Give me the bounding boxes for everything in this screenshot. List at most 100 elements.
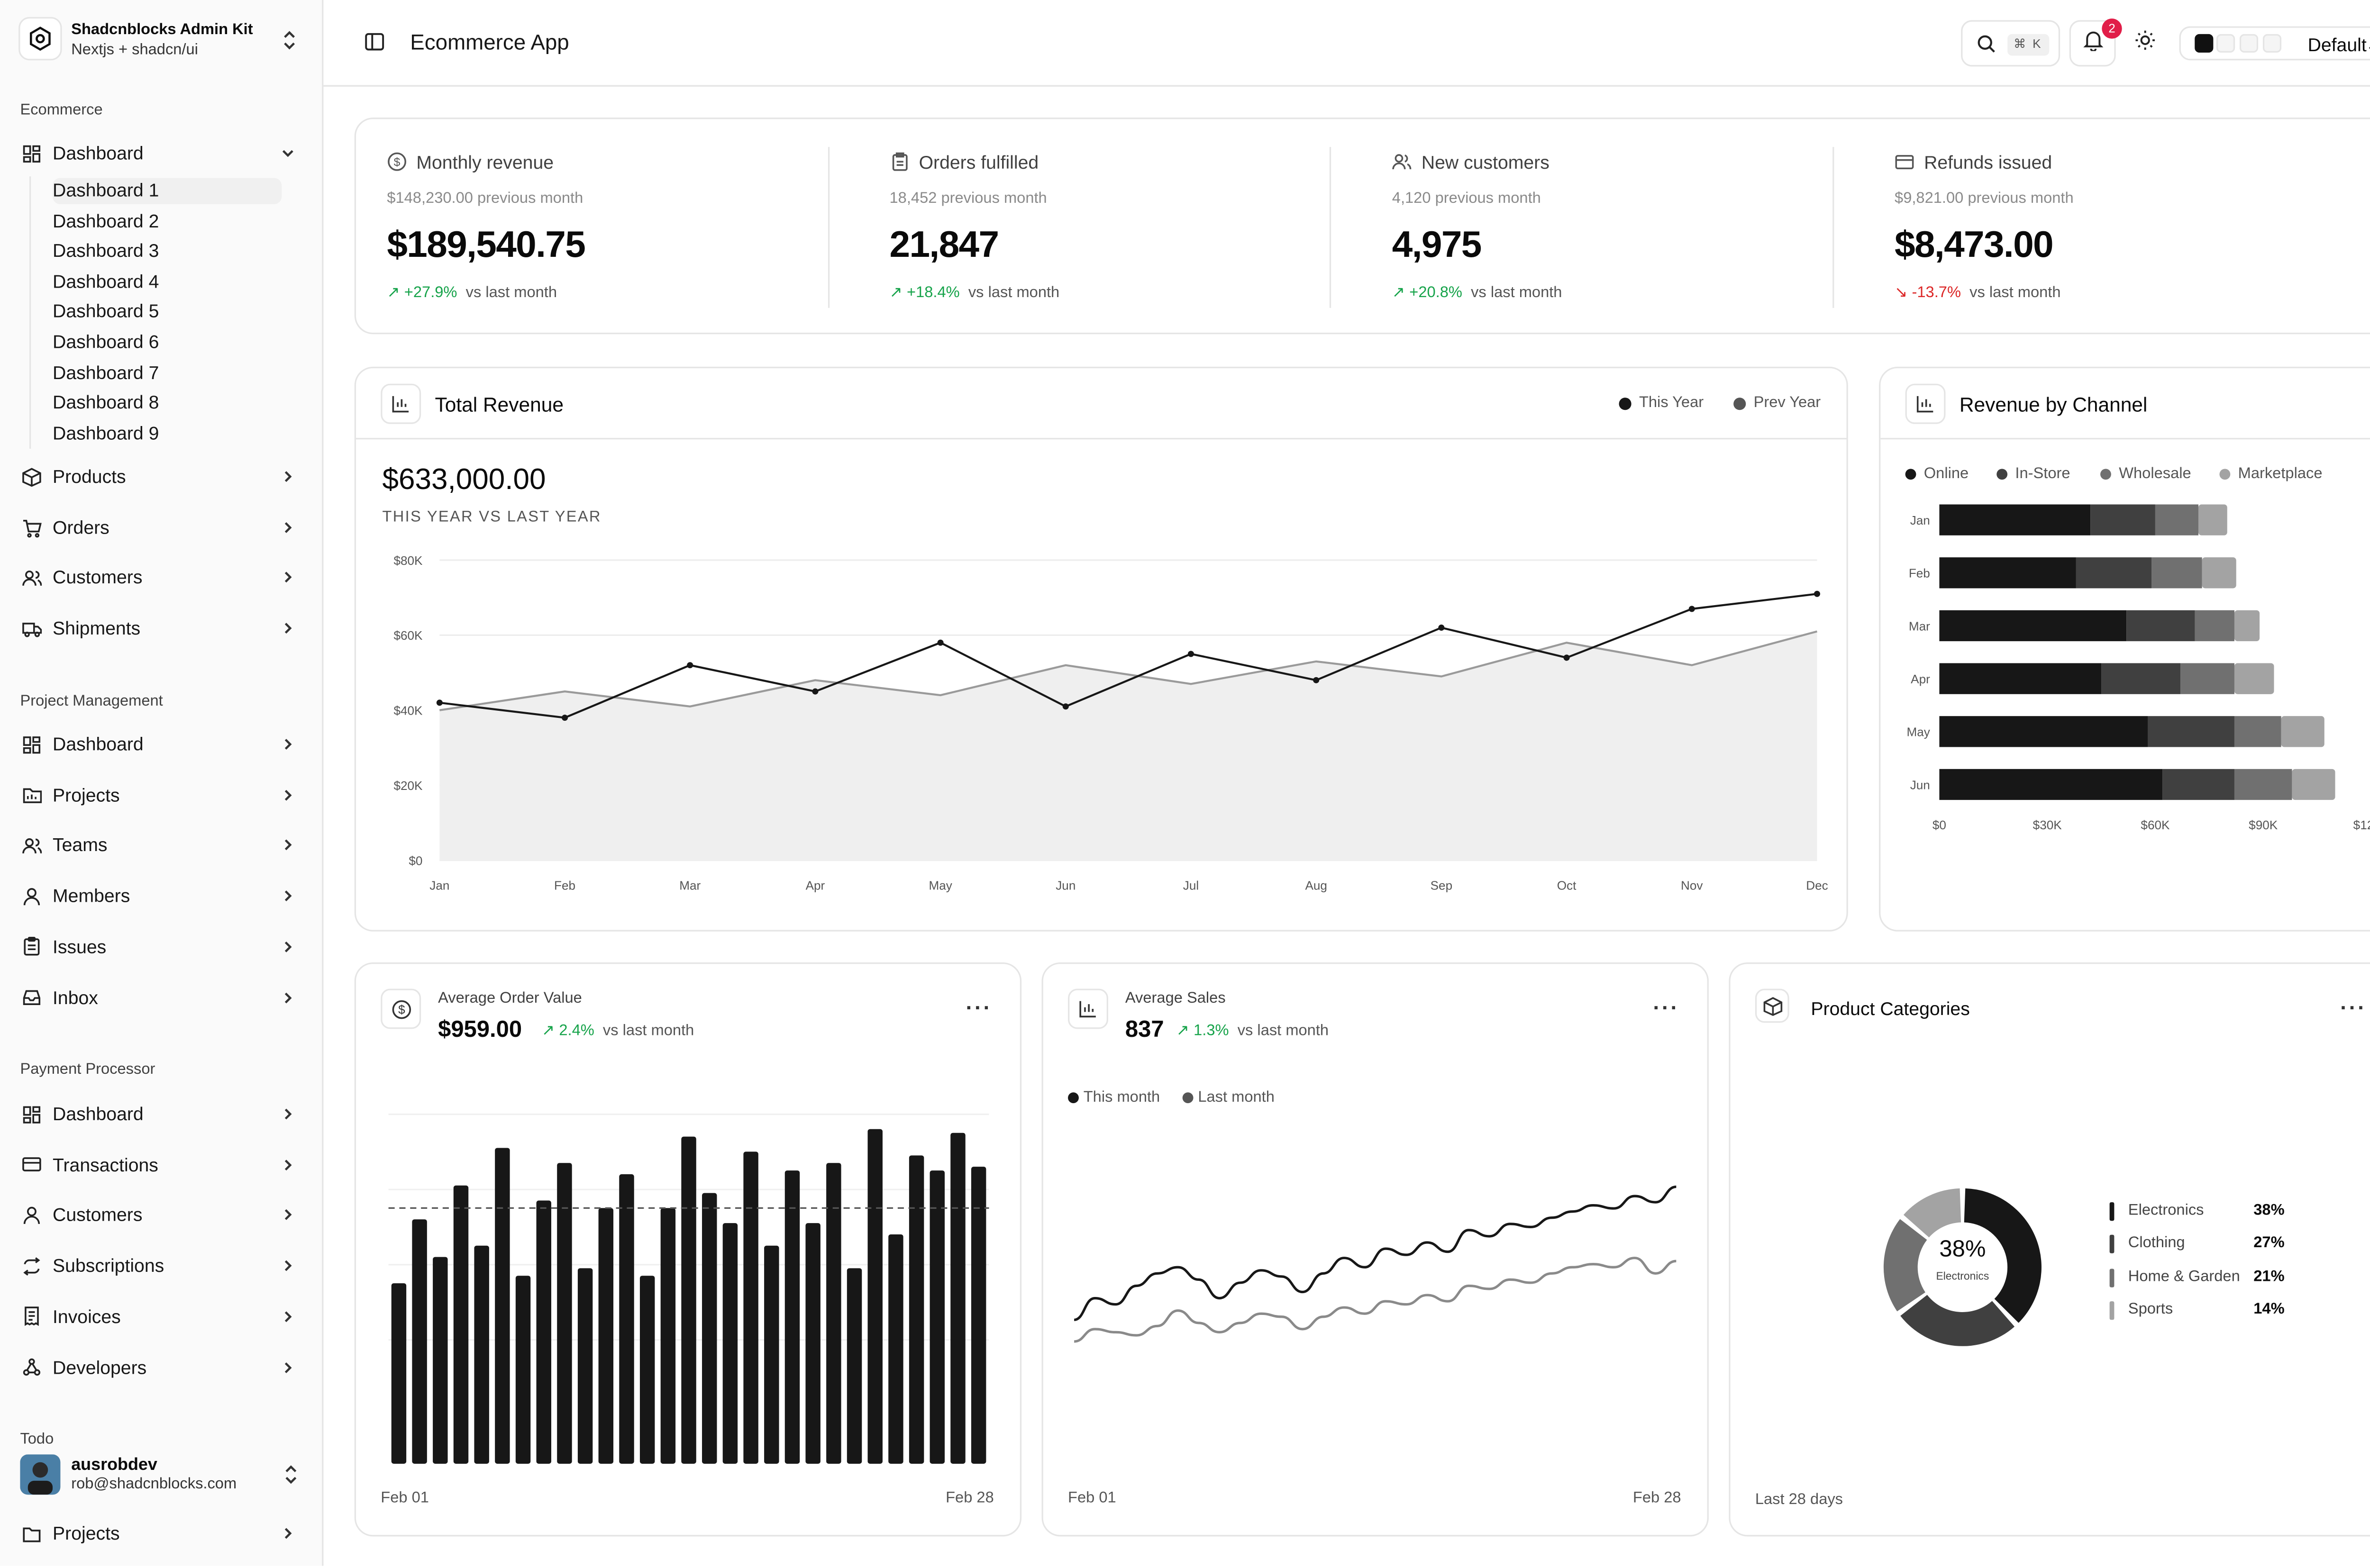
x-tick-label: $30K <box>2033 818 2062 832</box>
pie-legend-item[interactable]: Clothing 27% <box>2109 1233 2296 1255</box>
data-point-this-year <box>937 639 944 646</box>
sidebar-subitem-dashboard-2[interactable]: Dashboard 2 <box>53 209 159 232</box>
sidebar-subitem-dashboard-1[interactable]: Dashboard 1 <box>53 178 282 205</box>
sidebar-item-label: Products <box>53 465 126 488</box>
sidebar-item-members[interactable]: Members <box>20 879 305 913</box>
group-label-project-management: Project Management <box>20 693 163 710</box>
data-point-this-year <box>1814 590 1820 597</box>
legend-marketplace[interactable]: Marketplace <box>2219 466 2322 483</box>
stat-change: ↗ +20.8% vs last month <box>1392 285 1562 302</box>
change-suffix: vs last month <box>1237 1023 1329 1040</box>
chevron-right-icon <box>280 518 296 540</box>
bar-segment-online <box>1939 769 2163 800</box>
search-button[interactable]: ⌘ K <box>1961 20 2060 67</box>
donut-slice-sports <box>1903 1188 1961 1238</box>
sidebar-subitem-dashboard-9[interactable]: Dashboard 9 <box>53 422 159 444</box>
sidebar-item-customers[interactable]: Customers <box>20 1198 305 1233</box>
legend-this-month[interactable]: This month <box>1068 1089 1160 1106</box>
pie-legend-label: Clothing <box>2128 1235 2185 1252</box>
divider <box>1832 147 1834 308</box>
theme-swatch <box>2195 34 2214 53</box>
sun-icon[interactable] <box>2134 29 2156 59</box>
sidebar-toggle-icon[interactable] <box>364 31 385 60</box>
data-point-this-year <box>1438 625 1445 631</box>
sidebar-item-teams[interactable]: Teams <box>20 828 305 862</box>
theme-select[interactable]: Default <box>2179 26 2370 61</box>
chevron-down-icon <box>2367 37 2370 65</box>
change-value: 2.4% <box>559 1023 594 1040</box>
pie-legend-item[interactable]: Electronics 38% <box>2109 1201 2296 1223</box>
trend-up-icon: ↗ <box>387 284 404 302</box>
legend-label: Wholesale <box>2119 465 2191 483</box>
sidebar-subitem-dashboard-6[interactable]: Dashboard 6 <box>53 331 159 353</box>
bar-segment-marketplace <box>2234 610 2260 642</box>
sidebar-item-dashboard[interactable]: Dashboard <box>20 136 305 170</box>
sidebar-item-projects[interactable]: Projects <box>20 778 305 812</box>
stat-change: ↗ +18.4% vs last month <box>890 285 1060 302</box>
dollar-icon: $ <box>387 152 407 180</box>
average-sales-card: Average Sales 837 ↗ 1.3% vs last month ·… <box>1041 962 1709 1537</box>
pie-legend-item[interactable]: Home & Garden 21% <box>2109 1267 2296 1288</box>
x-tick-label: Jul <box>1183 879 1199 893</box>
legend-in-store[interactable]: In-Store <box>1996 466 2070 483</box>
legend-online[interactable]: Online <box>1905 466 1969 483</box>
legend-swatch <box>2219 469 2231 480</box>
legend-this-year[interactable]: This Year <box>1619 395 1704 412</box>
notifications-button[interactable]: 2 <box>2069 18 2122 67</box>
sidebar-item-developers[interactable]: Developers <box>20 1350 305 1384</box>
pie-legend-value: 14% <box>2253 1301 2285 1318</box>
bar <box>909 1155 924 1464</box>
inbox-icon <box>20 987 42 1008</box>
team-switcher[interactable]: Shadcnblocks Admin Kit Nextjs + shadcn/u… <box>18 17 303 66</box>
sidebar-item-invoices[interactable]: Invoices <box>20 1299 305 1333</box>
data-point-this-year <box>1313 677 1320 683</box>
sidebar-item-dashboard[interactable]: Dashboard <box>20 727 305 761</box>
sidebar-subitem-dashboard-5[interactable]: Dashboard 5 <box>53 300 159 323</box>
chevron-right-icon <box>280 735 296 757</box>
chevron-right-icon <box>280 988 296 1010</box>
sidebar-item-products[interactable]: Products <box>20 460 305 494</box>
total-revenue-card: Total Revenue This Year Prev Year $633,0… <box>354 366 1848 932</box>
more-options-button[interactable]: ··· <box>1653 995 1679 1020</box>
bar <box>412 1219 427 1464</box>
trend-up-icon: ↗ <box>889 284 907 302</box>
sidebar-item-label: Orders <box>53 517 109 539</box>
sidebar-item-label: Customers <box>53 1204 143 1226</box>
pie-legend-value: 38% <box>2253 1202 2285 1220</box>
sidebar-subitem-dashboard-3[interactable]: Dashboard 3 <box>53 240 159 262</box>
legend-prev-year[interactable]: Prev Year <box>1733 395 1821 412</box>
stat-change: ↘ -13.7% vs last month <box>1895 285 2061 302</box>
bar <box>598 1208 614 1464</box>
sidebar-item-customers[interactable]: Customers <box>20 560 305 594</box>
sidebar-item-transactions[interactable]: Transactions <box>20 1148 305 1182</box>
bar-segment-marketplace <box>2281 716 2324 747</box>
user-menu[interactable]: ausrobdev rob@shadcnblocks.com <box>20 1453 306 1496</box>
pie-legend-item[interactable]: Sports 14% <box>2109 1299 2296 1321</box>
sidebar-item-shipments[interactable]: Shipments <box>20 611 305 645</box>
bar <box>515 1276 531 1464</box>
legend-last-month[interactable]: Last month <box>1182 1089 1275 1106</box>
sidebar-subitem-dashboard-4[interactable]: Dashboard 4 <box>53 270 159 292</box>
truck-icon <box>20 617 42 639</box>
chevron-right-icon <box>280 1307 296 1329</box>
pie-legend-label: Home & Garden <box>2128 1268 2240 1286</box>
sidebar-item-todo-projects[interactable]: Projects <box>20 1516 305 1550</box>
sidebar-item-label: Subscriptions <box>53 1255 164 1277</box>
sidebar-item-dashboard[interactable]: Dashboard <box>20 1097 305 1131</box>
sidebar-item-subscriptions[interactable]: Subscriptions <box>20 1249 305 1283</box>
sidebar-item-label: Projects <box>53 784 120 806</box>
sidebar-item-label: Dashboard <box>53 142 144 164</box>
legend-wholesale[interactable]: Wholesale <box>2100 466 2191 483</box>
sidebar-subitem-dashboard-7[interactable]: Dashboard 7 <box>53 361 159 383</box>
more-options-button[interactable]: ··· <box>2340 995 2367 1020</box>
bar-segment-wholesale <box>2234 769 2292 800</box>
more-options-button[interactable]: ··· <box>966 995 993 1020</box>
y-tick-label: $80K <box>393 553 423 568</box>
sidebar-item-issues[interactable]: Issues <box>20 930 305 964</box>
sidebar-item-orders[interactable]: Orders <box>20 511 305 545</box>
card-title: Revenue by Channel <box>1959 393 2148 417</box>
bar <box>722 1223 738 1464</box>
sidebar-subitem-dashboard-8[interactable]: Dashboard 8 <box>53 391 159 414</box>
sidebar-item-inbox[interactable]: Inbox <box>20 980 305 1015</box>
folder-icon <box>20 1523 42 1544</box>
